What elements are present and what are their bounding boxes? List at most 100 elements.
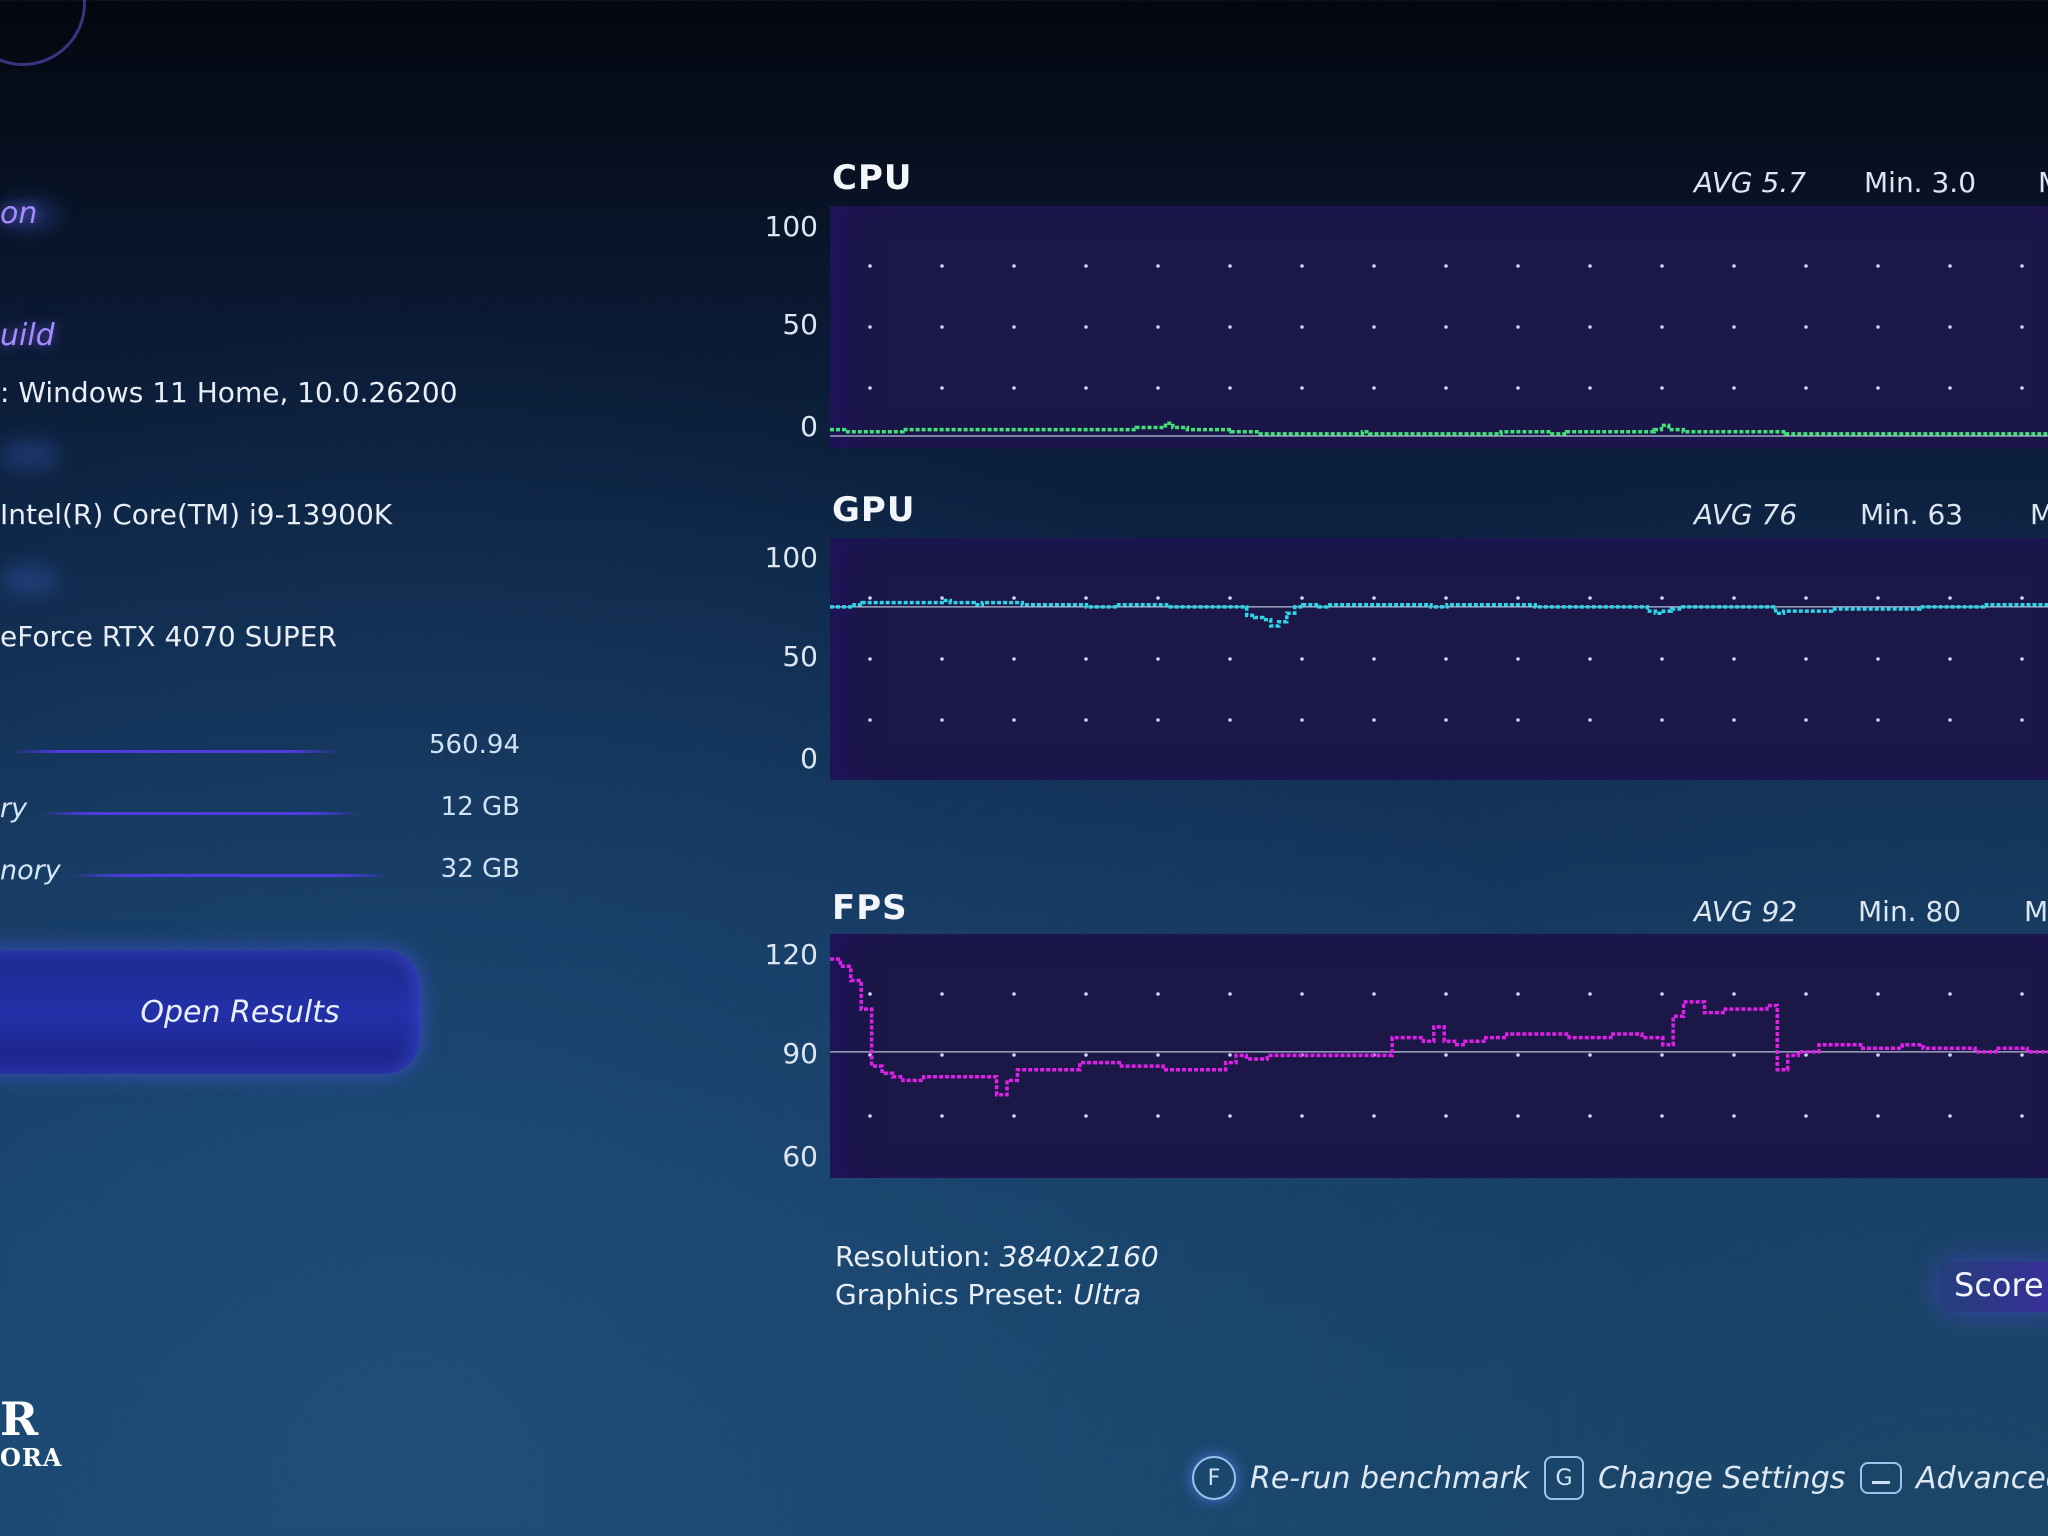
gpu-series-line: [830, 598, 2048, 628]
grid-dot: [1156, 718, 1160, 722]
grid-dot: [1876, 386, 1880, 390]
grid-dot: [1084, 657, 1088, 661]
grid-dot: [940, 992, 944, 996]
grid-dot: [868, 264, 872, 268]
grid-dot: [1660, 596, 1664, 600]
grid-dot: [1444, 992, 1448, 996]
grid-dot: [1228, 1114, 1232, 1118]
fps-avg: AVG 92: [1694, 895, 1798, 928]
cpu-spec: Intel(R) Core(TM) i9-13900K: [0, 498, 393, 531]
grid-dot: [1156, 325, 1160, 329]
grid-dot: [1732, 1053, 1736, 1057]
grid-dot: [1444, 718, 1448, 722]
grid-dot: [940, 325, 944, 329]
grid-dot: [1372, 657, 1376, 661]
grid-dot: [1300, 596, 1304, 600]
grid-dot: [1156, 1114, 1160, 1118]
grid-dot: [1084, 325, 1088, 329]
grid-dot: [2020, 386, 2024, 390]
grid-dot: [1516, 1053, 1520, 1057]
grid-dot: [1660, 718, 1664, 722]
grid-dot: [1300, 264, 1304, 268]
open-results-button[interactable]: Open Results: [0, 950, 420, 1074]
grid-dot: [1228, 1053, 1232, 1057]
cpu-avg: AVG 5.7: [1694, 166, 1807, 199]
grid-dot: [1948, 325, 1952, 329]
gpu-max: M: [2030, 498, 2048, 531]
grid-dot: [1516, 386, 1520, 390]
change-settings-button[interactable]: G Change Settings: [1544, 1452, 1845, 1504]
grid-dot: [1804, 657, 1808, 661]
grid-dot: [1948, 596, 1952, 600]
grid-dot: [1516, 657, 1520, 661]
grid-dot: [1588, 992, 1592, 996]
gpu-ytick: 0: [800, 742, 818, 775]
grid-dot: [1300, 325, 1304, 329]
cpu-max: M: [2038, 166, 2048, 199]
game-logo: R ORA: [0, 1392, 61, 1475]
grid-dot: [1516, 325, 1520, 329]
section-glow: [0, 440, 60, 470]
grid-dot: [940, 1053, 944, 1057]
grid-dot: [1876, 657, 1880, 661]
gpu-ytick: 50: [782, 640, 818, 673]
grid-dot: [1228, 596, 1232, 600]
gpu-plot-area: [830, 538, 2048, 780]
grid-dot: [1372, 1114, 1376, 1118]
grid-dot: [1228, 718, 1232, 722]
grid-dot: [1372, 386, 1376, 390]
grid-dot: [1516, 596, 1520, 600]
grid-dot: [868, 596, 872, 600]
grid-dot: [1300, 657, 1304, 661]
grid-dot: [1372, 264, 1376, 268]
fps-ytick: 120: [764, 938, 818, 971]
grid-dot: [2020, 657, 2024, 661]
grid-dot: [868, 657, 872, 661]
section-glow: [0, 565, 60, 595]
grid-dot: [1660, 264, 1664, 268]
grid-dot: [868, 992, 872, 996]
grid-dot: [1084, 596, 1088, 600]
grid-dot: [1588, 1114, 1592, 1118]
section-title-version: on: [0, 196, 38, 231]
resolution-value: 3840x2160: [999, 1240, 1159, 1273]
grid-dot: [1156, 264, 1160, 268]
grid-dot: [1012, 596, 1016, 600]
grid-dot: [1588, 325, 1592, 329]
cpu-ytick: 100: [764, 210, 818, 243]
gpu-ytick: 100: [764, 541, 818, 574]
stat-divider: [10, 750, 340, 753]
grid-dot: [1588, 386, 1592, 390]
grid-dot: [1660, 386, 1664, 390]
os-spec: : Windows 11 Home, 10.0.26200: [0, 376, 458, 409]
grid-dot: [1012, 1114, 1016, 1118]
grid-dot: [1804, 386, 1808, 390]
grid-dot: [1516, 1114, 1520, 1118]
grid-dot: [1012, 992, 1016, 996]
keyboard-key-icon: [1860, 1462, 1902, 1494]
grid-dot: [1228, 264, 1232, 268]
preset-info: Graphics Preset: Ultra: [835, 1278, 1141, 1311]
grid-dot: [1804, 718, 1808, 722]
score-tab[interactable]: Score: [1940, 1262, 2048, 1312]
grid-dot: [1732, 992, 1736, 996]
logo-letter: R: [0, 1392, 39, 1446]
rerun-benchmark-button[interactable]: F Re-run benchmark: [1192, 1452, 1529, 1504]
advanced-button[interactable]: Advanced: [1860, 1452, 2048, 1504]
stat-value: 12 GB: [440, 792, 520, 822]
stat-value: 560.94: [429, 730, 520, 760]
grid-dot: [1084, 718, 1088, 722]
grid-dot: [1084, 264, 1088, 268]
grid-dot: [1948, 992, 1952, 996]
grid-dot: [1516, 718, 1520, 722]
grid-dot: [1300, 718, 1304, 722]
fps-ytick: 90: [782, 1037, 818, 1070]
grid-dot: [1948, 264, 1952, 268]
preset-value: Ultra: [1073, 1278, 1142, 1311]
grid-dot: [940, 1114, 944, 1118]
grid-dot: [1876, 1114, 1880, 1118]
grid-dot: [1948, 657, 1952, 661]
grid-dot: [868, 325, 872, 329]
grid-dot: [1372, 596, 1376, 600]
grid-dot: [2020, 992, 2024, 996]
